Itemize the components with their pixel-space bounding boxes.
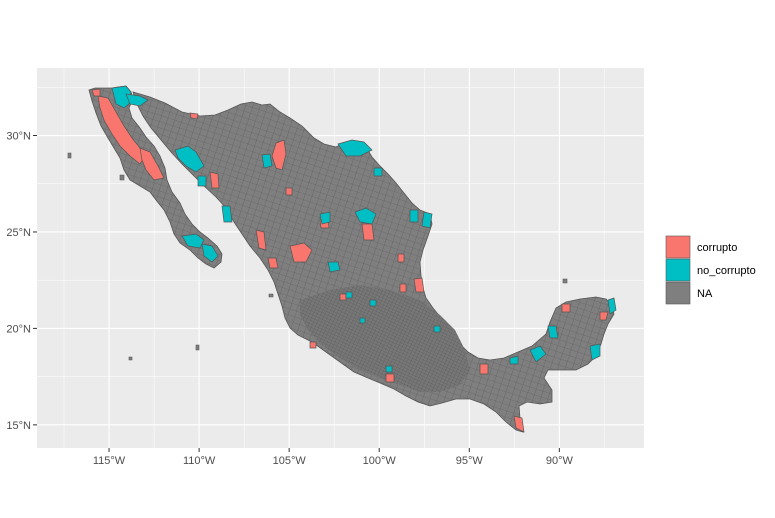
x-tick-label: 105°W [273, 455, 307, 467]
corrupto-region-chihuahua-small [285, 187, 293, 196]
no-corrupto-region-guerrero [385, 365, 393, 373]
no-corrupto-region-baja-south-2 [201, 243, 219, 263]
legend: corrupto no_corrupto NA [665, 235, 756, 305]
no-corrupto-regions [111, 85, 617, 373]
no-corrupto-region-coahuila-south [354, 207, 377, 225]
island-gulf-small [268, 293, 274, 298]
no-corrupto-region-central-small-1 [345, 291, 353, 299]
x-tick-label: 110°W [183, 455, 216, 467]
no-corrupto-region-sonora-small [197, 175, 207, 187]
corrupto-region-sinaloa [255, 229, 267, 251]
island-cozumel [562, 278, 568, 284]
corrupto-region-guerrero [385, 373, 395, 383]
no-corrupto-region-zacatecas [327, 261, 341, 273]
no-corrupto-region-central-small-3 [359, 317, 366, 324]
no-corrupto-region-sonora-south [221, 205, 233, 223]
corrupto-region-baja-north [97, 95, 145, 165]
corrupto-region-veracruz-south [479, 363, 489, 375]
y-tick-label: 30°N [6, 131, 31, 143]
corrupto-region-sonora-small [189, 112, 199, 120]
corrupto-region-nuevo-leon [361, 223, 375, 241]
y-tick-label: 20°N [6, 323, 31, 335]
x-tick-label: 115°W [93, 455, 126, 467]
x-tick-label: 95°W [456, 455, 484, 467]
no-corrupto-region-durango-small [319, 211, 331, 225]
central-mexico-dense-municipalities [300, 285, 470, 392]
corrupto-regions [91, 88, 609, 433]
corrupto-region-baja-middle [139, 147, 165, 181]
corrupto-region-tamaulipas-small [397, 253, 405, 263]
mexico-map [67, 85, 617, 433]
corrupto-region-yucatan [561, 303, 571, 313]
legend-key-no-corrupto [665, 258, 691, 282]
no-corrupto-region-coahuila-north [337, 139, 373, 157]
no-corrupto-region-chihuahua [261, 153, 273, 169]
corrupto-region-jalisco-coast [309, 341, 317, 349]
legend-label-corrupto: corrupto [697, 242, 737, 254]
corrupto-region-nayarit [267, 257, 279, 269]
x-tick-label: 100°W [363, 455, 397, 467]
y-axis: 15°N 20°N 25°N 30°N [6, 131, 37, 432]
corrupto-region-durango [289, 242, 313, 263]
no-corrupto-region-tabasco [509, 355, 519, 365]
x-tick-label: 90°W [546, 455, 574, 467]
no-corrupto-region-quintana-roo-north [607, 297, 617, 315]
corrupto-region-michoacan [339, 293, 347, 301]
corrupto-region-gulf-coast-north [91, 88, 101, 97]
no-corrupto-region-campeche-coast [547, 325, 559, 339]
no-corrupto-region-sonora-north [125, 93, 149, 107]
corrupto-region-slp-small [399, 283, 407, 293]
island-cedros [119, 174, 125, 181]
no-corrupto-region-baja-north [111, 85, 132, 109]
island-revillagigedo [128, 356, 133, 361]
no-corrupto-region-sonora-coast [174, 145, 205, 173]
legend-label-no-corrupto: no_corrupto [697, 265, 756, 277]
no-corrupto-region-veracruz [433, 325, 441, 333]
corrupto-region-sonora-coast [209, 171, 220, 189]
no-corrupto-region-tamaulipas-2 [421, 211, 433, 229]
corrupto-region-slp [413, 277, 425, 293]
corrupto-region-chiapas-coast [513, 415, 525, 433]
no-corrupto-region-campeche-west [529, 345, 547, 363]
corrupto-region-chihuahua-1 [271, 139, 287, 171]
legend-key-na [665, 281, 691, 305]
legend-label-na: NA [697, 288, 713, 300]
x-axis: 115°W 110°W 105°W 100°W 95°W 90°W [93, 448, 574, 467]
y-tick-label: 15°N [6, 420, 31, 432]
y-tick-label: 25°N [6, 227, 31, 239]
no-corrupto-region-central-small-2 [369, 299, 377, 307]
island-marias [195, 344, 200, 351]
no-corrupto-region-coahuila-east [373, 167, 383, 177]
no-corrupto-region-tamaulipas-1 [409, 209, 419, 223]
island-guadalupe [67, 152, 72, 159]
legend-key-corrupto [665, 235, 691, 259]
corrupto-region-yucatan-east [599, 311, 609, 321]
no-corrupto-region-quintana-roo-south [589, 343, 601, 361]
